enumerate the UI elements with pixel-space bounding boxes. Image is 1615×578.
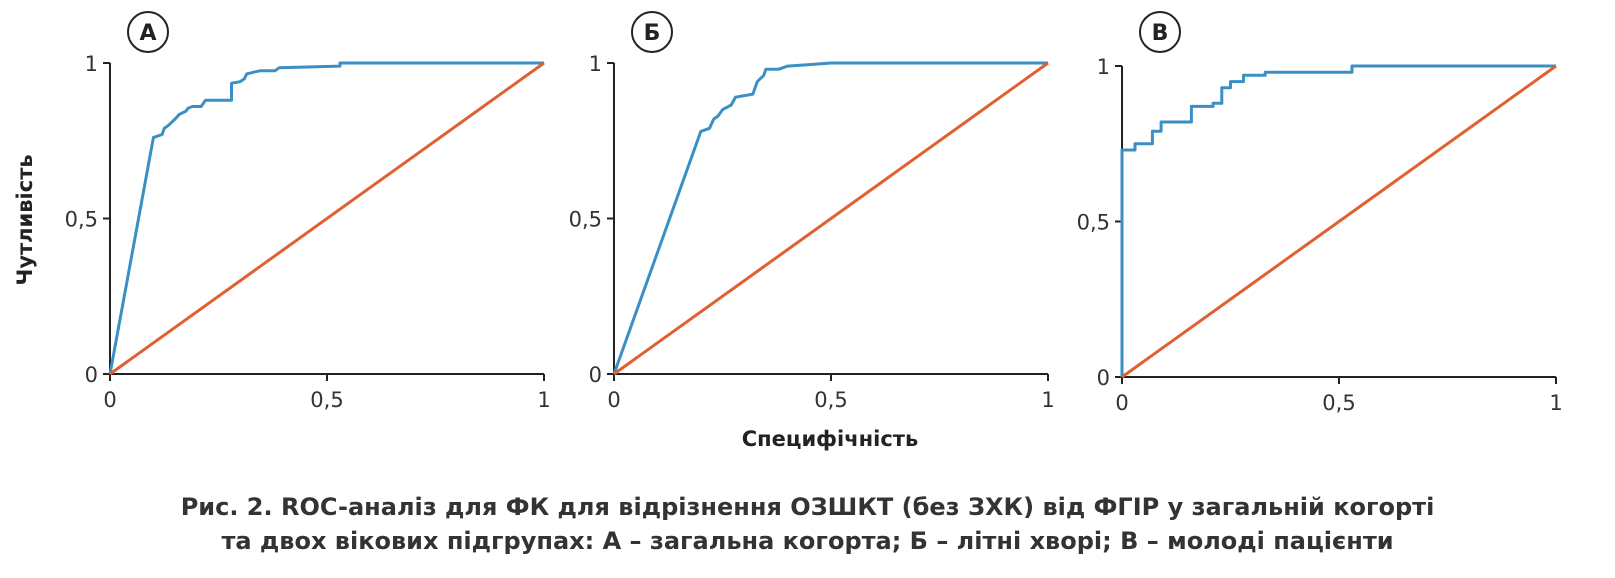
roc-curve-line [108, 61, 544, 375]
roc-figure: Чутливість Специфічність А000,50,511Б000… [13, 11, 1563, 451]
reference-diagonal-line [613, 61, 1049, 376]
x-tick-label: 1 [1041, 388, 1054, 412]
reference-diagonal-line [1121, 64, 1557, 379]
x-tick-label: 0 [103, 388, 116, 412]
y-tick-label: 1 [589, 52, 602, 76]
y-axis-title: Чутливість [13, 154, 37, 285]
y-tick-label: 0 [1097, 366, 1110, 390]
panel-label-circle [631, 11, 673, 53]
chart-panel-2: Б 00 0,5 0,5 1 1 [569, 11, 1055, 412]
panel-label-circle [1139, 11, 1181, 53]
y-tick-label: 0,5 [569, 208, 602, 232]
chart-panel-1: А 00 0,5 0,5 1 1 [65, 11, 551, 412]
x-tick-label: 0 [1115, 391, 1128, 415]
panel-label: А [139, 21, 156, 46]
y-tick-label: 0 [85, 363, 98, 387]
panel-label: Б [644, 21, 661, 46]
reference-diagonal-line [109, 61, 545, 376]
figure-caption-line2: та двох вікових підгрупах: А – загальна … [221, 527, 1394, 555]
panel-label: В [1152, 21, 1169, 46]
x-axis-title: Специфічність [742, 427, 919, 451]
panel-label-circle [127, 11, 169, 53]
figure-caption-line1: Рис. 2. ROC-аналіз для ФК для відрізненн… [180, 493, 1435, 521]
y-tick-label: 1 [85, 52, 98, 76]
y-tick-label: 0,5 [65, 208, 98, 232]
roc-curve-line [612, 61, 1048, 375]
roc-curve-line [1120, 64, 1556, 377]
x-tick-label: 1 [537, 388, 550, 412]
y-tick-label: 0 [589, 363, 602, 387]
x-tick-label: 0,5 [310, 388, 343, 412]
chart-panel-3: В 00 0,5 0,5 1 1 [1077, 11, 1563, 415]
x-tick-label: 0,5 [814, 388, 847, 412]
x-tick-label: 0,5 [1322, 391, 1355, 415]
y-tick-label: 1 [1097, 55, 1110, 79]
x-tick-label: 0 [607, 388, 620, 412]
y-tick-label: 0,5 [1077, 211, 1110, 235]
x-tick-label: 1 [1549, 391, 1562, 415]
